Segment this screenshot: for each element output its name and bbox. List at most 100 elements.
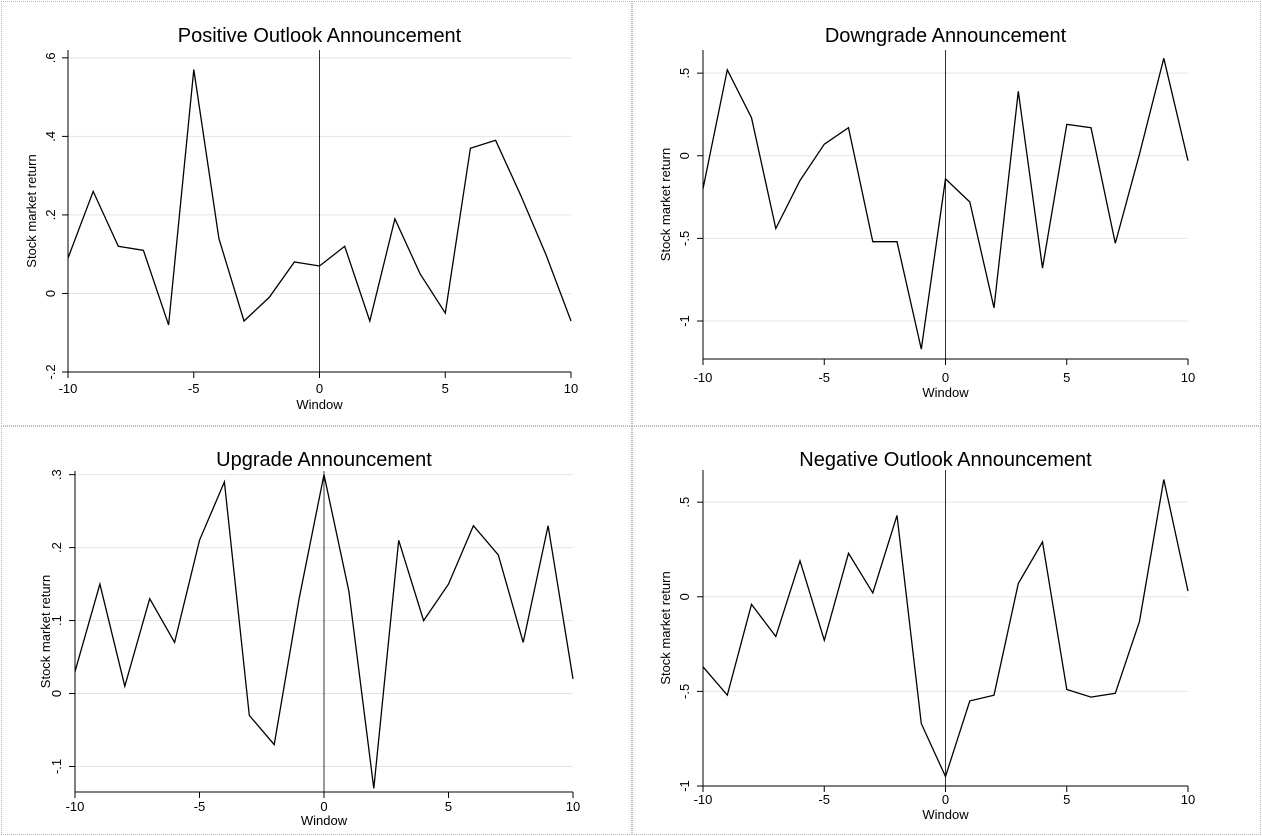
y-axis-label: Stock market return xyxy=(658,148,673,261)
x-tick-label: -5 xyxy=(194,799,206,814)
data-point xyxy=(92,190,95,193)
x-tick-label: 5 xyxy=(445,799,452,814)
series-line xyxy=(74,474,574,789)
data-point xyxy=(173,641,176,644)
y-tick-label: .3 xyxy=(49,469,64,480)
x-axis-label: Window xyxy=(922,807,969,822)
data-point xyxy=(198,539,201,542)
data-point xyxy=(570,319,573,322)
data-point xyxy=(422,619,425,622)
data-point xyxy=(799,179,802,182)
data-point xyxy=(148,597,151,600)
data-point xyxy=(1162,478,1165,481)
data-point xyxy=(896,240,899,243)
data-point xyxy=(243,319,246,322)
data-point xyxy=(1114,692,1117,695)
data-point xyxy=(293,261,296,264)
data-point xyxy=(944,775,947,778)
data-point xyxy=(1114,242,1117,245)
data-point xyxy=(702,187,705,190)
data-point xyxy=(519,194,522,197)
x-axis-label: Window xyxy=(301,813,348,828)
data-point xyxy=(968,699,971,702)
data-point xyxy=(223,480,226,483)
chart-title: Downgrade Announcement xyxy=(825,25,1067,47)
chart-svg-upgrade: -10 -5 0 5 10 -.1 0 .1 .2 .3 Upgrade Announcement W… xyxy=(38,449,580,828)
data-point xyxy=(192,68,195,71)
data-point xyxy=(123,685,126,688)
chart-svg-positive-outlook: -10 -5 0 5 10 -.2 0 .2 .4 .6 Positive Outlook Anno… xyxy=(24,25,578,412)
y-tick-label: .2 xyxy=(43,210,58,221)
data-point xyxy=(74,670,77,673)
x-tick-label: -5 xyxy=(818,792,830,807)
data-point xyxy=(1187,159,1190,162)
data-point xyxy=(318,264,321,267)
data-point xyxy=(774,227,777,230)
data-point xyxy=(472,524,475,527)
data-point xyxy=(343,245,346,248)
data-point xyxy=(750,603,753,606)
chart-positive-outlook: -10 -5 0 5 10 -.2 0 .2 .4 .6 Positive Outlook Anno… xyxy=(0,0,630,420)
data-point xyxy=(298,597,301,600)
data-point xyxy=(117,245,120,248)
data-point xyxy=(544,253,547,256)
data-point xyxy=(167,323,170,326)
chart-title: Positive Outlook Announcement xyxy=(178,25,462,47)
panel-frame-bottom-right xyxy=(632,426,1261,835)
data-point xyxy=(750,116,753,119)
data-point xyxy=(823,639,826,642)
y-tick-label: .6 xyxy=(43,52,58,63)
y-tick-label: -.2 xyxy=(43,364,58,379)
data-point xyxy=(847,552,850,555)
data-point xyxy=(98,583,101,586)
data-point xyxy=(1041,267,1044,270)
data-point xyxy=(726,694,729,697)
y-tick-label: .5 xyxy=(677,68,692,79)
data-point xyxy=(1017,582,1020,585)
data-point xyxy=(702,665,705,668)
data-point xyxy=(323,473,326,476)
x-tick-label: -10 xyxy=(59,381,78,396)
data-point xyxy=(273,743,276,746)
data-point xyxy=(444,312,447,315)
panel-frame-top-left xyxy=(1,1,632,426)
y-axis-label: Stock market return xyxy=(658,571,673,684)
data-point xyxy=(547,524,550,527)
data-point xyxy=(268,296,271,299)
chart-negative-outlook: -10 -5 0 5 10 -1 -.5 0 .5 Negative Outlook Announ… xyxy=(632,428,1262,836)
data-point xyxy=(447,583,450,586)
data-point xyxy=(1187,590,1190,593)
data-point xyxy=(347,590,350,593)
chart-svg-downgrade: -10 -5 0 5 10 -1 -.5 0 .5 Downgrade Announcement W… xyxy=(658,25,1195,400)
y-tick-label: 0 xyxy=(49,690,64,697)
x-tick-label: -10 xyxy=(66,799,85,814)
x-tick-label: 10 xyxy=(1181,370,1195,385)
data-point xyxy=(1065,688,1068,691)
y-tick-label: -.5 xyxy=(677,231,692,246)
data-point xyxy=(774,635,777,638)
x-tick-label: 5 xyxy=(1063,792,1070,807)
x-tick-label: 10 xyxy=(564,381,578,396)
y-axis-label: Stock market return xyxy=(24,154,39,267)
data-point xyxy=(823,143,826,146)
panel-frame-bottom-left xyxy=(1,426,632,835)
data-point xyxy=(372,787,375,790)
y-tick-label: .5 xyxy=(677,497,692,508)
series-line xyxy=(702,58,1189,350)
data-point xyxy=(469,147,472,150)
data-point xyxy=(142,249,145,252)
x-tick-label: 5 xyxy=(1063,370,1070,385)
chart-downgrade: -10 -5 0 5 10 -1 -.5 0 .5 Downgrade Announcement W… xyxy=(632,0,1262,420)
data-point xyxy=(522,641,525,644)
series-line xyxy=(67,69,572,326)
x-tick-label: 0 xyxy=(942,792,949,807)
y-tick-label: -1 xyxy=(677,315,692,327)
x-tick-label: -5 xyxy=(188,381,200,396)
y-tick-label: .4 xyxy=(43,131,58,142)
x-tick-label: -10 xyxy=(694,370,713,385)
data-point xyxy=(494,139,497,142)
x-axis-label: Window xyxy=(296,397,343,412)
data-point xyxy=(1138,153,1141,156)
data-point xyxy=(1041,540,1044,543)
x-tick-label: 10 xyxy=(1181,792,1195,807)
